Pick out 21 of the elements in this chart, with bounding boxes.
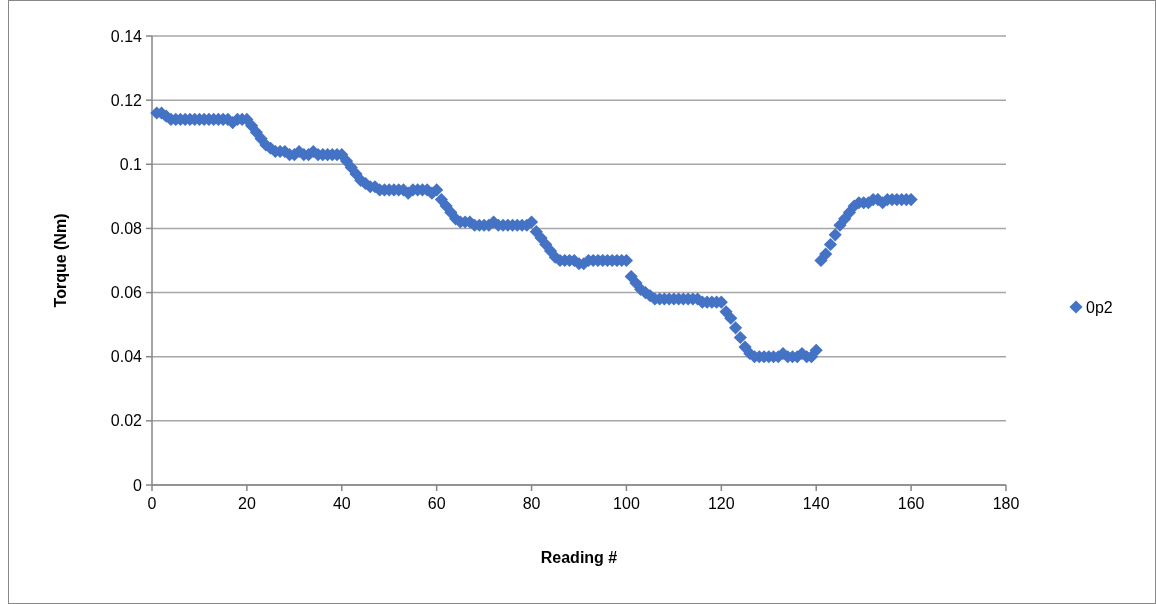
- y-tick-label: 0.08: [110, 220, 143, 238]
- x-tick-label: 0: [147, 495, 157, 512]
- x-tick-label: 160: [897, 495, 925, 512]
- x-tick-label: 120: [707, 495, 735, 512]
- y-tick-label: 0.12: [110, 91, 143, 109]
- x-tick-label: 140: [802, 495, 830, 512]
- y-tick-label: 0.06: [110, 284, 143, 302]
- x-tick-label: 20: [237, 495, 256, 512]
- x-tick-label: 40: [332, 495, 351, 512]
- x-tick-label: 80: [522, 495, 541, 512]
- x-tick-label: 180: [992, 495, 1020, 512]
- legend-label: 0p2: [1086, 299, 1113, 316]
- y-tick-label: 0.04: [110, 348, 143, 366]
- y-tick-label: 0: [133, 476, 143, 494]
- y-axis-title: Torque (Nm): [52, 213, 69, 308]
- x-tick-label: 100: [613, 495, 640, 512]
- y-tick-label: 0.02: [110, 412, 143, 430]
- x-tick-label: 60: [427, 495, 446, 512]
- y-tick-label: 0.1: [119, 155, 143, 173]
- y-tick-label: 0.14: [110, 27, 143, 45]
- x-axis-title: Reading #: [540, 549, 618, 566]
